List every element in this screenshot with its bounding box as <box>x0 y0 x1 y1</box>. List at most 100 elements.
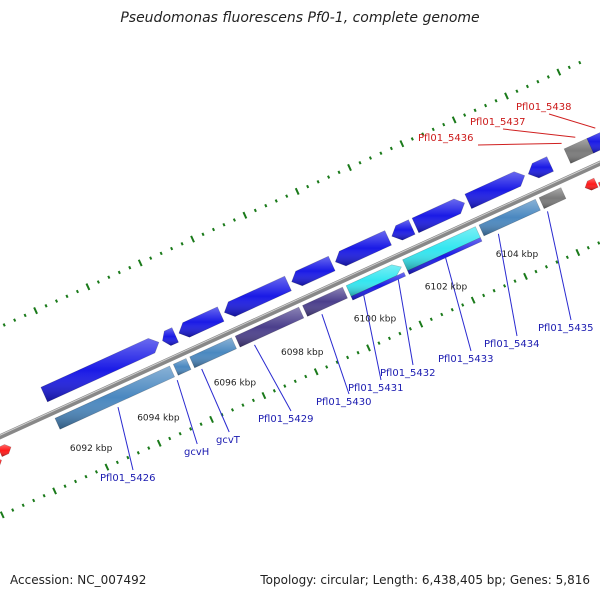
scale-label: 6096 kbp <box>214 379 257 389</box>
label-leader-line <box>254 344 292 412</box>
forward-gene-arrow <box>335 230 392 267</box>
tick-mark <box>316 180 320 184</box>
tick-mark <box>147 446 151 450</box>
tick-mark <box>230 408 235 412</box>
feature-labels: 6092 kbp 6094 kbp 6096 kbp 6098 kbp 6100 kbp… <box>70 102 594 484</box>
genome-backbone <box>0 160 600 440</box>
forward-gene-arrow <box>586 132 600 154</box>
tick-mark <box>597 241 600 245</box>
tick-mark <box>23 313 27 318</box>
tick-mark <box>285 194 289 198</box>
tick-mark <box>107 275 111 280</box>
forward-gene-arrow <box>162 327 179 346</box>
label-leader-line <box>497 233 518 337</box>
tick-mark <box>515 89 519 94</box>
tick-mark <box>283 384 287 388</box>
label-leader-line <box>321 314 350 395</box>
scale-label: 6094 kbp <box>137 413 180 423</box>
label-leader-lines <box>117 113 596 471</box>
tick-mark <box>159 251 163 256</box>
forward-gene-arrow <box>411 198 465 234</box>
tick-mark <box>389 146 393 151</box>
label-leader-line <box>547 211 572 321</box>
tick-mark <box>575 248 581 257</box>
tick-mark <box>222 222 226 227</box>
tick-mark <box>325 365 329 369</box>
tick-mark <box>264 203 268 208</box>
tick-mark <box>356 350 360 355</box>
gene-label: Pfl01_5434 <box>484 339 540 350</box>
tick-mark <box>313 368 319 376</box>
tick-mark <box>96 280 100 284</box>
gene-label: gcvH <box>184 447 209 458</box>
tick-mark <box>429 317 433 322</box>
tick-mark <box>168 436 172 441</box>
forward-gene-arrow <box>40 338 160 403</box>
red-marker-arrow <box>0 459 2 466</box>
label-leader-line <box>397 279 414 366</box>
tick-mark <box>209 415 214 424</box>
gene-label-red: Pfl01_5436 <box>418 133 474 144</box>
tick-mark <box>304 374 308 379</box>
tick-mark <box>473 108 477 113</box>
gene-label: Pfl01_5431 <box>348 383 404 394</box>
gene-label: Pfl01_5429 <box>258 414 314 425</box>
reverse-gene-arrow <box>350 272 406 301</box>
tick-mark <box>494 98 498 103</box>
tick-mark <box>115 460 119 465</box>
tick-mark <box>84 474 88 479</box>
gene-label: Pfl01_5433 <box>438 354 494 365</box>
scale-label: 6098 kbp <box>281 348 324 358</box>
tick-mark <box>242 211 248 219</box>
gene-label: Pfl01_5426 <box>100 473 156 484</box>
tick-mark <box>379 151 383 156</box>
tick-mark <box>33 307 38 315</box>
gene-label: Pfl01_5432 <box>380 368 436 379</box>
tick-mark <box>63 484 67 488</box>
tick-mark <box>42 493 46 498</box>
tick-mark <box>201 232 205 237</box>
backbone-highlight <box>0 161 600 436</box>
tick-mark <box>199 422 203 426</box>
tick-mark <box>11 508 15 512</box>
tick-mark <box>117 270 121 275</box>
tick-mark <box>567 65 571 70</box>
tick-mark <box>484 103 488 108</box>
tick-mark <box>94 470 98 474</box>
gene-label: gcvT <box>216 435 241 446</box>
tick-mark <box>104 463 110 471</box>
tick-mark <box>358 160 362 165</box>
tick-mark <box>293 379 297 384</box>
reverse-gene-arrow <box>538 187 567 209</box>
tick-mark <box>410 137 414 141</box>
red-marker-arrow <box>0 444 12 457</box>
reverse-gene-arrow <box>189 337 237 369</box>
tick-mark <box>534 269 538 274</box>
reverse-gene-arrow <box>302 286 348 317</box>
tick-mark <box>421 132 425 136</box>
label-leader-line <box>477 142 562 146</box>
reverse-gene-arrow <box>478 198 541 237</box>
tick-mark <box>274 199 278 203</box>
tick-mark <box>377 341 381 345</box>
gene-label-red: Pfl01_5438 <box>516 102 572 113</box>
tick-marks <box>0 60 600 519</box>
tick-mark <box>73 479 78 484</box>
tick-mark <box>440 312 444 317</box>
tick-mark <box>65 294 69 299</box>
tick-mark <box>190 235 195 243</box>
tick-mark <box>492 288 496 293</box>
tick-mark <box>503 284 507 288</box>
tick-mark <box>463 113 467 117</box>
tick-mark <box>586 245 590 250</box>
tick-mark <box>156 439 162 447</box>
tick-mark <box>13 318 17 322</box>
scale-label: 6092 kbp <box>70 444 113 454</box>
tick-mark <box>565 255 569 260</box>
tick-mark <box>442 122 446 127</box>
tick-mark <box>546 75 550 79</box>
tick-mark <box>241 403 245 407</box>
tick-mark <box>387 336 391 341</box>
label-leader-line <box>176 379 198 445</box>
tick-mark <box>251 398 255 403</box>
